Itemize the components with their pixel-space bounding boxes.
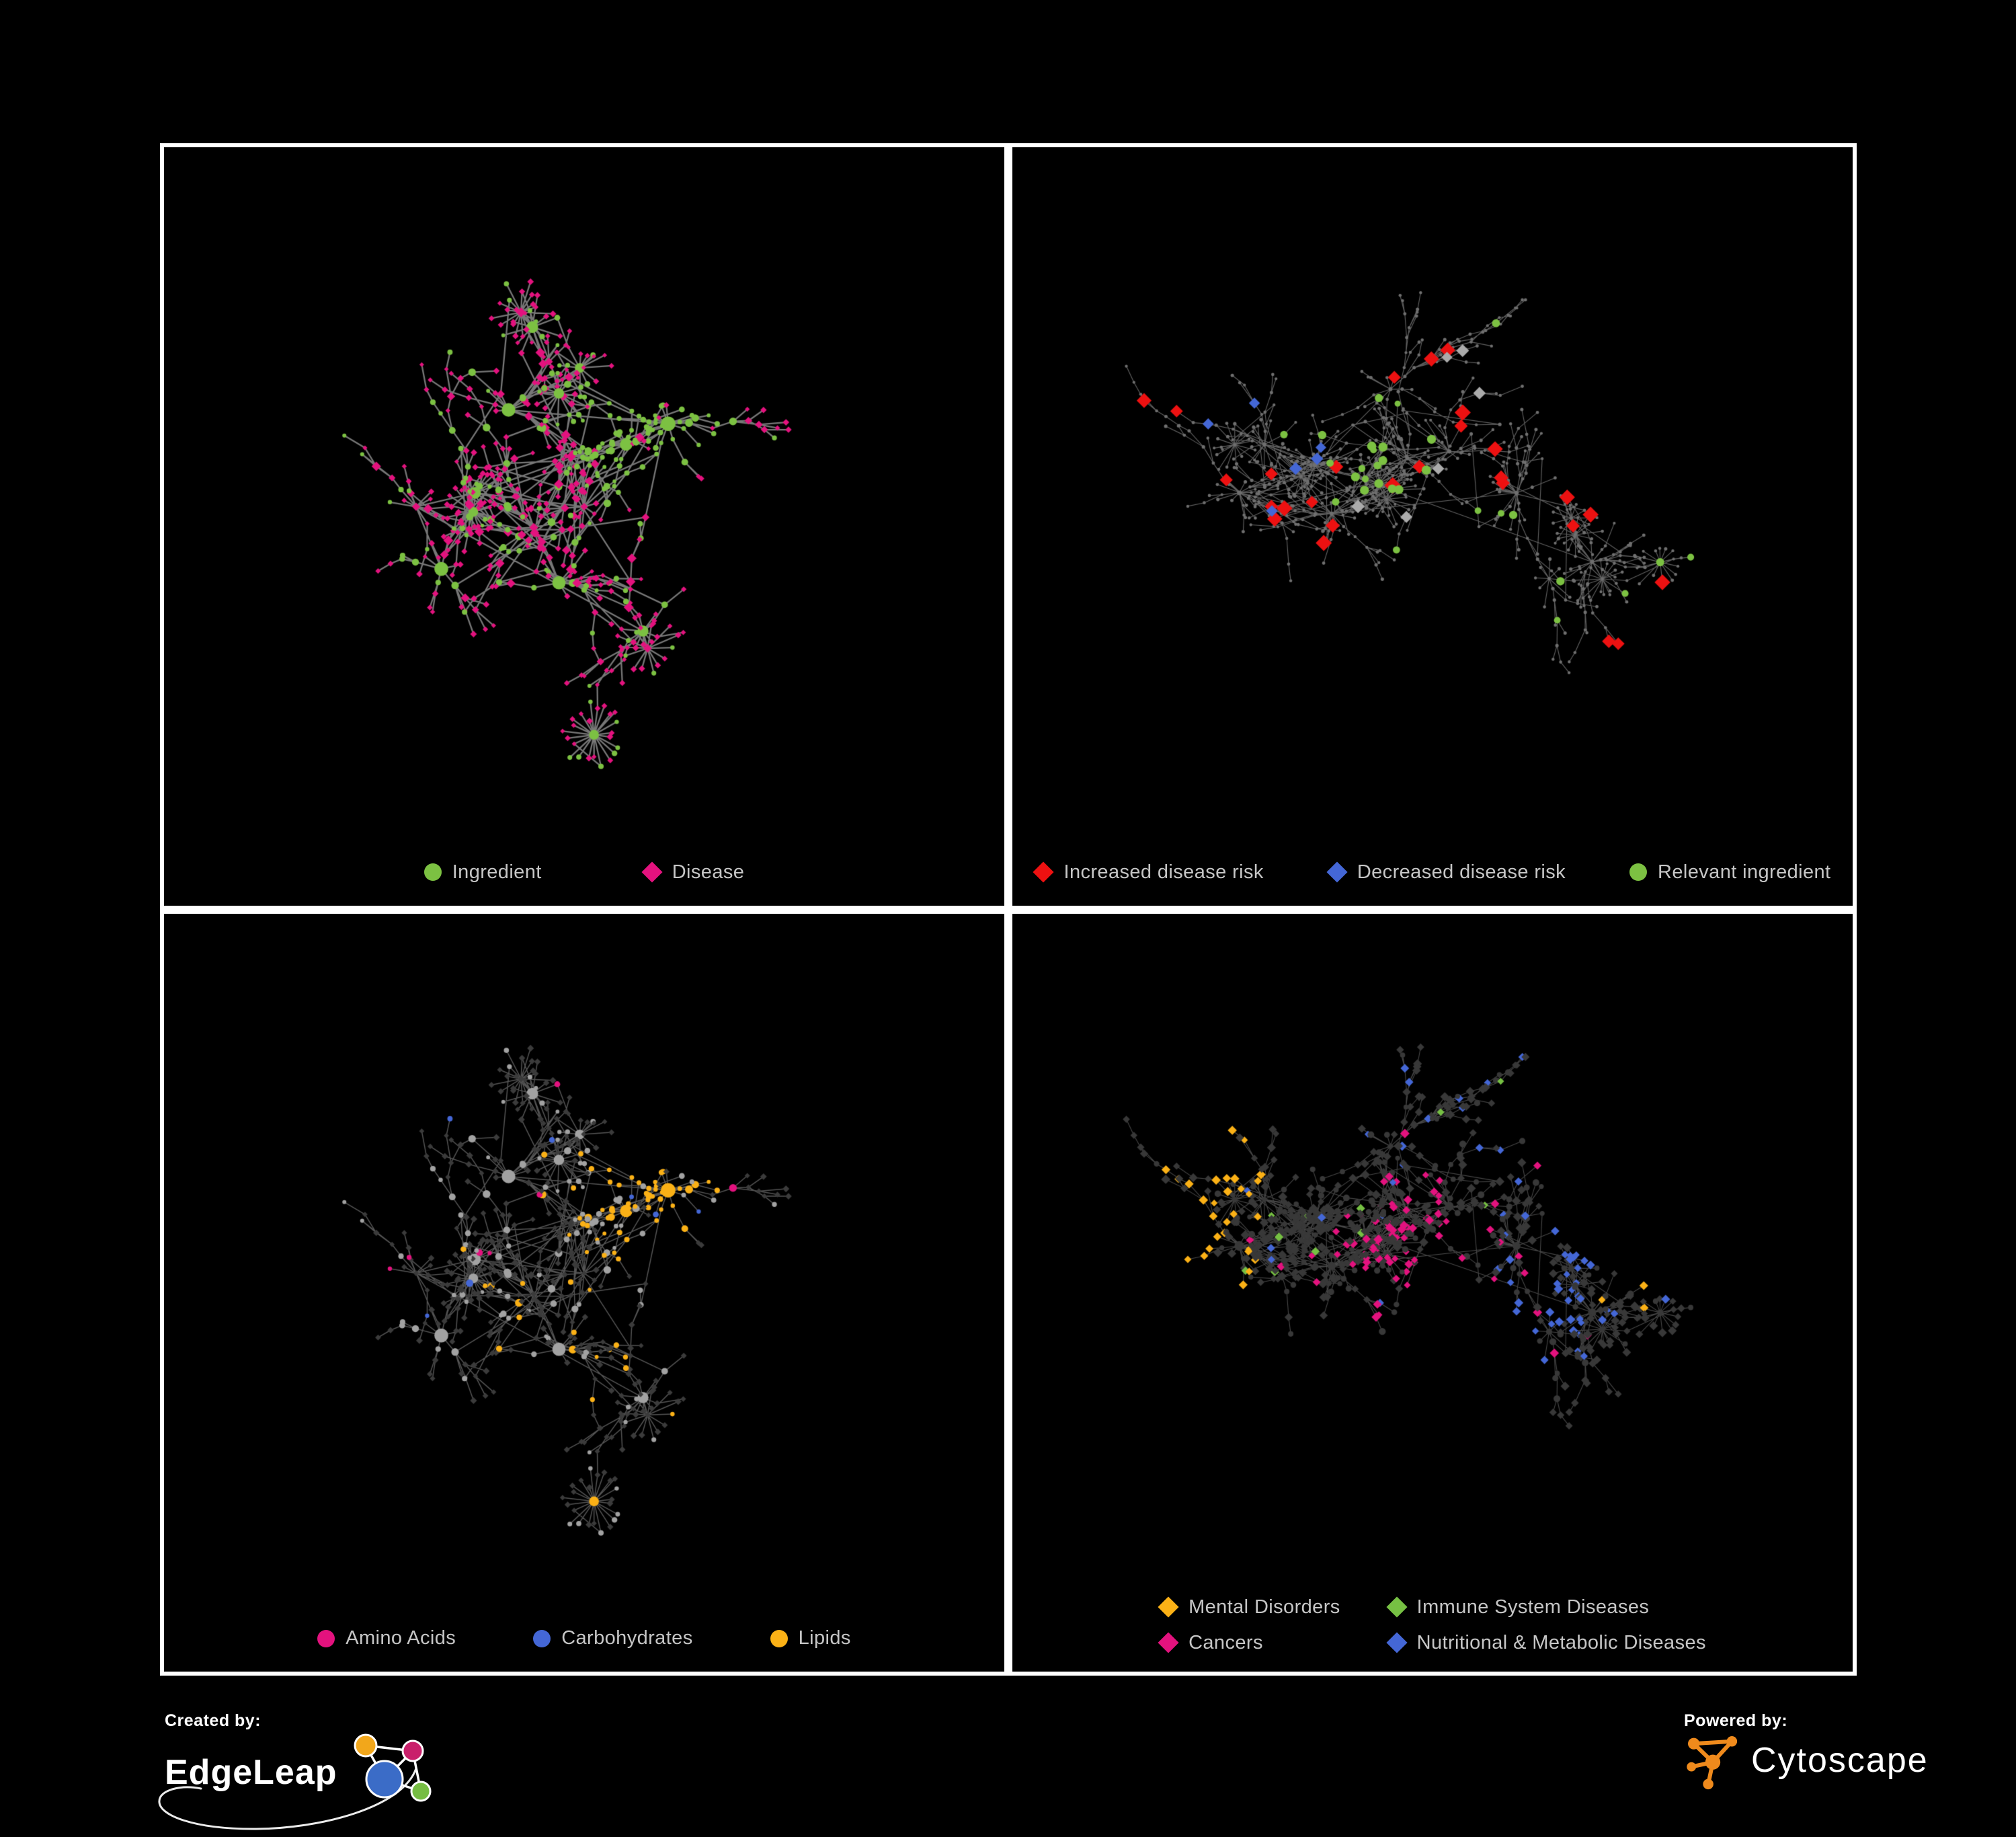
disease-swatch-icon: [641, 861, 663, 883]
disease-risk-graph: [1012, 147, 1853, 838]
legend-item-mental-disorders: Mental Disorders: [1158, 1596, 1340, 1618]
legend-ingredient-disease: Ingredient Disease: [164, 838, 1004, 906]
legend-nutrient-classes: Amino Acids Carbohydrates Lipids: [164, 1605, 1004, 1672]
panel-grid: Ingredient Disease Increased disease ris…: [160, 143, 1857, 1676]
edgeleap-node-blue-icon: [365, 1760, 403, 1799]
edgeleap-wordmark: EdgeLeap: [165, 1753, 337, 1793]
legend-item-nutritional-metabolic: Nutritional & Metabolic Diseases: [1386, 1631, 1706, 1654]
legend-item-amino-acids: Amino Acids: [317, 1627, 456, 1649]
legend-label-disease: Disease: [672, 861, 745, 883]
legend-item-ingredient: Ingredient: [424, 861, 542, 884]
amino-acids-swatch-icon: [317, 1629, 335, 1647]
edgeleap-network-icon: [354, 1733, 431, 1802]
cytoscape-wordmark: Cytoscape: [1751, 1741, 1929, 1781]
legend-label-cancers: Cancers: [1188, 1631, 1263, 1653]
legend-label-immune-diseases: Immune System Diseases: [1416, 1596, 1650, 1618]
cancers-swatch-icon: [1158, 1632, 1179, 1653]
legend-item-carbohydrates: Carbohydrates: [533, 1627, 692, 1649]
ingredient-swatch-icon: [424, 863, 442, 881]
disease-class-graph: [1012, 913, 1853, 1578]
lipids-swatch-icon: [770, 1629, 788, 1647]
created-by-label: Created by:: [165, 1711, 261, 1730]
legend-item-immune-diseases: Immune System Diseases: [1386, 1596, 1706, 1618]
legend-disease-classes: Mental Disorders Immune System Diseases …: [1012, 1578, 1853, 1672]
legend-item-lipids: Lipids: [770, 1627, 851, 1649]
relevant-ingredient-swatch-icon: [1629, 863, 1648, 881]
decreased-risk-swatch-icon: [1326, 861, 1348, 883]
ingredient-disease-graph: [164, 147, 1004, 838]
nutritional-metabolic-swatch-icon: [1386, 1632, 1408, 1653]
edgeleap-node-green-icon: [410, 1781, 431, 1802]
legend-label-lipids: Lipids: [798, 1627, 851, 1649]
nutrient-class-graph: [164, 913, 1004, 1605]
legend-disease-risk: Increased disease risk Decreased disease…: [1012, 838, 1853, 906]
panel-disease-classes: Mental Disorders Immune System Diseases …: [1008, 909, 1857, 1676]
legend-label-relevant-ingredient: Relevant ingredient: [1658, 861, 1831, 883]
created-by-block: Created by: EdgeLeap: [158, 1711, 442, 1830]
edgeleap-node-orange-icon: [354, 1733, 377, 1758]
panel-ingredient-disease: Ingredient Disease: [160, 143, 1008, 910]
legend-item-cancers: Cancers: [1158, 1631, 1340, 1654]
legend-item-disease: Disease: [641, 861, 745, 884]
panel-nutrient-classes: Amino Acids Carbohydrates Lipids: [160, 909, 1008, 1676]
powered-by-label: Powered by:: [1684, 1711, 1788, 1730]
immune-diseases-swatch-icon: [1386, 1596, 1408, 1618]
legend-label-decreased-risk: Decreased disease risk: [1357, 861, 1566, 883]
legend-label-ingredient: Ingredient: [452, 861, 542, 883]
carbohydrates-swatch-icon: [533, 1629, 551, 1647]
legend-label-carbohydrates: Carbohydrates: [561, 1627, 693, 1649]
powered-by-block: Powered by: Cytoscape: [1684, 1711, 1929, 1790]
edgeleap-node-pink-icon: [401, 1740, 424, 1762]
cytoscape-icon: [1687, 1736, 1738, 1790]
edgeleap-logo: EdgeLeap: [158, 1732, 442, 1830]
legend-label-amino-acids: Amino Acids: [346, 1627, 456, 1649]
legend-item-relevant-ingredient: Relevant ingredient: [1629, 861, 1830, 884]
legend-label-increased-risk: Increased disease risk: [1063, 861, 1264, 883]
legend-item-increased-risk: Increased disease risk: [1033, 861, 1264, 884]
mental-disorders-swatch-icon: [1158, 1596, 1179, 1618]
cytoscape-logo: Cytoscape: [1684, 1732, 1929, 1790]
increased-risk-swatch-icon: [1033, 861, 1055, 883]
legend-label-mental-disorders: Mental Disorders: [1188, 1596, 1340, 1618]
legend-item-decreased-risk: Decreased disease risk: [1326, 861, 1566, 884]
panel-disease-risk: Increased disease risk Decreased disease…: [1008, 143, 1857, 910]
legend-label-nutritional-metabolic: Nutritional & Metabolic Diseases: [1416, 1631, 1706, 1653]
